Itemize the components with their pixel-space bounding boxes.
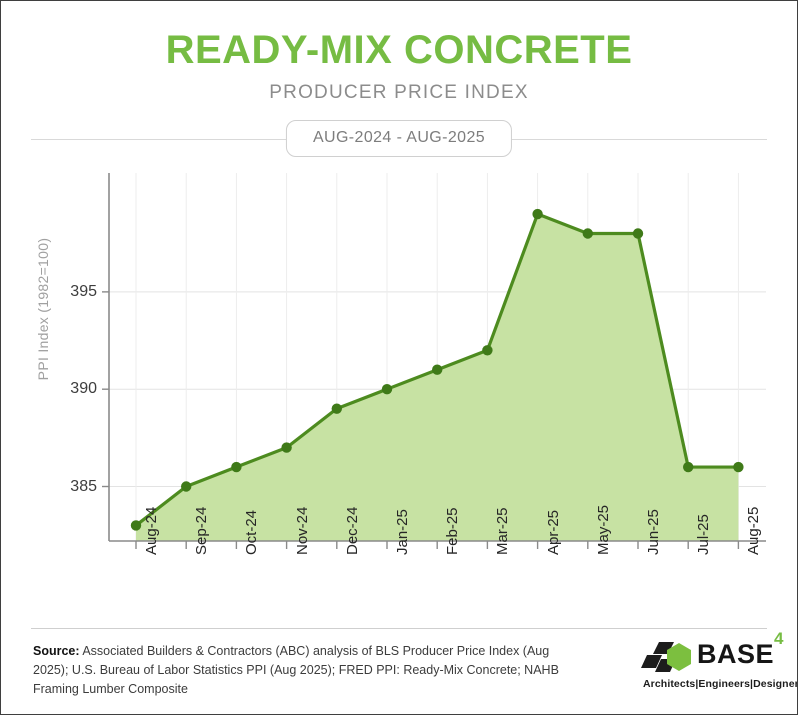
page-subtitle: PRODUCER PRICE INDEX [269,82,529,103]
source-note: Source: Associated Builders & Contractor… [33,642,573,699]
x-axis-tick-label: Apr-25 [544,509,562,555]
y-axis-ticks: 385 390 395 [53,1,97,714]
y-axis-tick-label: 390 [70,380,97,398]
x-axis-tick-label: May-25 [594,504,612,555]
x-axis-tick-label: Jun-25 [645,509,662,555]
base4-wordmark: BASE4 [697,628,784,669]
x-axis-tick-label: Sep-24 [193,506,211,555]
base4-logo-mark-icon [641,642,691,672]
page-title: READY-MIX CONCRETE [165,28,633,72]
base4-tagline: Architects|Engineers|Designers [643,678,798,690]
source-label: Source: [33,644,80,658]
x-axis-tick-label: Oct-24 [243,509,261,555]
date-range-badge: AUG-2024 - AUG-2025 [285,120,513,157]
x-axis-tick-label: Jan-25 [394,509,411,555]
x-axis-tick-label: Dec-24 [343,506,361,555]
base4-logo: BASE4 Architects|Engineers|Designers [641,629,797,694]
footer-divider [31,628,767,629]
x-axis-tick-label: Nov-24 [293,506,311,555]
x-axis-tick-label: Mar-25 [494,507,512,555]
x-axis-tick-label: Feb-25 [444,507,462,555]
x-axis-tick-label: Jul-25 [695,514,713,555]
y-axis-tick-label: 395 [70,282,97,300]
x-axis-tick-label: Aug-24 [143,506,160,555]
x-axis-tick-label: Aug-25 [745,506,763,555]
source-text: Associated Builders & Contractors (ABC) … [33,644,559,696]
y-axis-tick-label: 385 [70,477,97,495]
